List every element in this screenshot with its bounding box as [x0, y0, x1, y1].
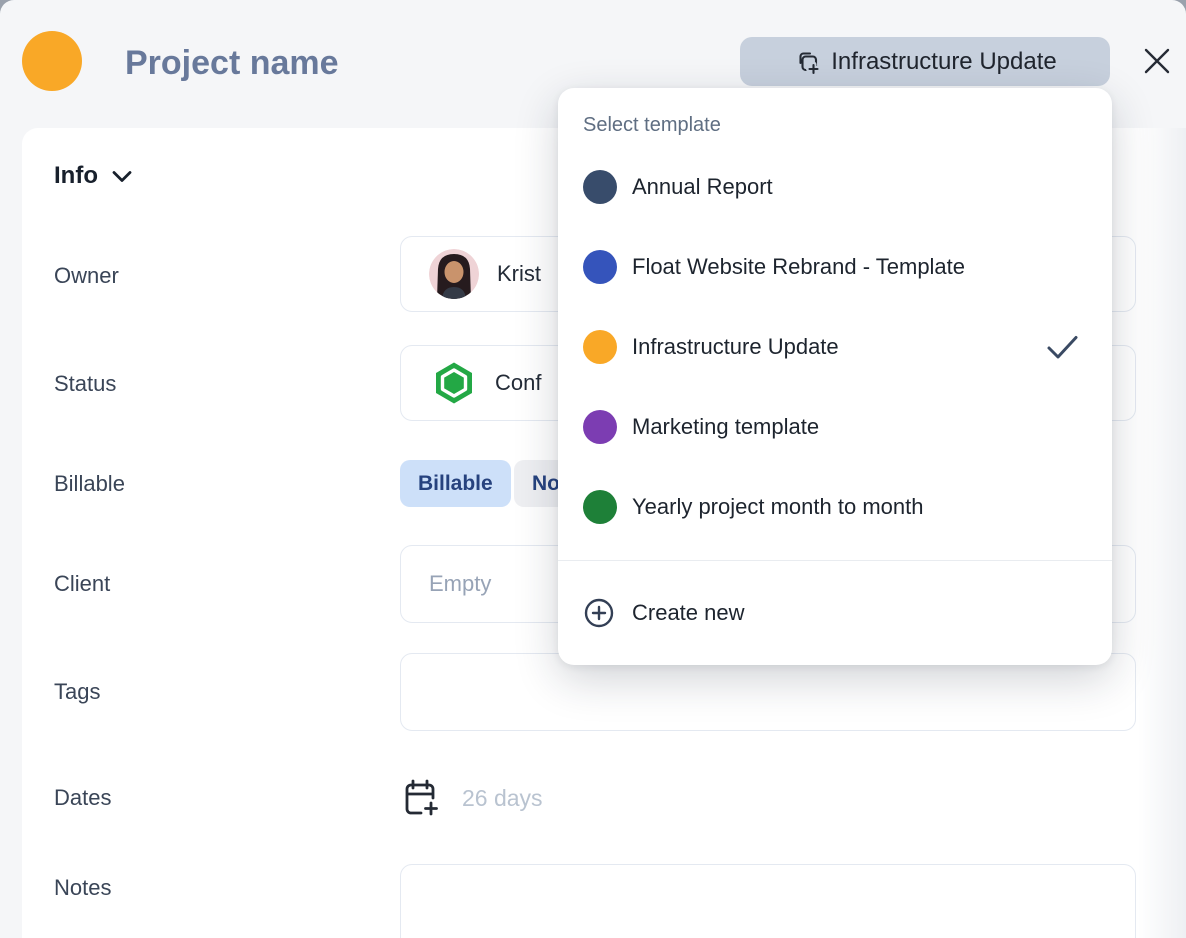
template-color-dot: [583, 330, 617, 364]
status-value: Conf: [495, 370, 542, 395]
template-selector-button[interactable]: Infrastructure Update: [740, 37, 1110, 86]
billable-label: Billable: [54, 471, 125, 496]
template-option-label: Float Website Rebrand - Template: [632, 254, 966, 279]
template-option-label: Marketing template: [632, 414, 820, 439]
template-option-yearly-project[interactable]: Yearly project month to month: [558, 467, 1112, 547]
client-label: Client: [54, 571, 111, 596]
template-color-dot: [583, 410, 617, 444]
notes-field[interactable]: [400, 864, 1136, 938]
tags-label: Tags: [54, 679, 101, 704]
info-section-toggle[interactable]: Info: [54, 162, 132, 190]
project-color-swatch[interactable]: [22, 31, 82, 91]
project-name-input[interactable]: [123, 38, 687, 88]
template-option-annual-report[interactable]: Annual Report: [558, 147, 1112, 227]
info-section-title: Info: [54, 162, 98, 189]
tags-field[interactable]: [400, 653, 1136, 731]
dates-field[interactable]: 26 days: [400, 772, 543, 824]
template-option-infrastructure-update[interactable]: Infrastructure Update: [558, 307, 1112, 387]
template-option-marketing-template[interactable]: Marketing template: [558, 387, 1112, 467]
create-new-label: Create new: [632, 600, 745, 625]
select-template-menu: Select template Annual Report Float Webs…: [558, 88, 1112, 665]
owner-label: Owner: [54, 263, 119, 288]
template-option-label: Infrastructure Update: [632, 334, 839, 359]
template-color-dot: [583, 250, 617, 284]
calendar-add-icon: [400, 777, 440, 819]
template-selector-label: Infrastructure Update: [831, 47, 1057, 75]
template-option-float-website-rebrand[interactable]: Float Website Rebrand - Template: [558, 227, 1112, 307]
template-color-dot: [583, 170, 617, 204]
menu-divider: [558, 560, 1112, 561]
chevron-down-icon: [112, 170, 132, 183]
status-label: Status: [54, 371, 117, 396]
status-hexagon-icon: [431, 360, 477, 406]
owner-avatar: [429, 249, 479, 299]
notes-label: Notes: [54, 875, 112, 900]
select-template-title: Select template: [583, 114, 721, 136]
client-placeholder: Empty: [429, 571, 492, 596]
create-plus-icon: [583, 597, 615, 629]
create-new-template-button[interactable]: Create new: [558, 561, 1112, 665]
close-icon[interactable]: [1138, 43, 1176, 81]
template-option-label: Yearly project month to month: [632, 494, 924, 519]
check-icon: [1046, 334, 1079, 361]
template-copy-plus-icon: [793, 48, 821, 75]
template-option-label: Annual Report: [632, 174, 773, 199]
template-color-dot: [583, 490, 617, 524]
dates-label: Dates: [54, 785, 112, 810]
billable-option-billable[interactable]: Billable: [400, 460, 511, 507]
dates-value: 26 days: [462, 784, 543, 811]
owner-value: Krist: [497, 261, 541, 286]
